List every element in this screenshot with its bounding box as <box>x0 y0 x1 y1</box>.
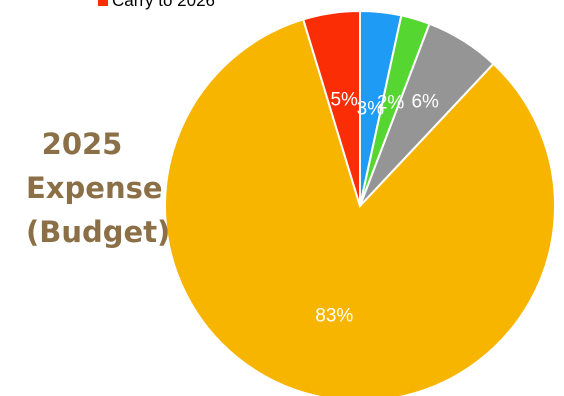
legend: Carry to 2026 <box>98 0 215 11</box>
pie-label-4: 5% <box>330 89 358 110</box>
chart-title-line-2: Expense <box>26 171 163 205</box>
pie-slices <box>164 9 556 396</box>
pie-label-2: 6% <box>411 91 439 112</box>
chart-title-line-1: 2025 <box>41 127 123 161</box>
legend-label-carry: Carry to 2026 <box>112 0 215 10</box>
chart-title-line-3: (Budget) <box>26 215 171 249</box>
pie-slice-4 <box>302 9 361 207</box>
pie-label-0: 3% <box>357 99 385 120</box>
legend-swatch-carry <box>98 0 108 6</box>
pie-label-3: 83% <box>315 306 353 327</box>
pie-label-1: 2% <box>377 93 405 114</box>
pie-labels: 3%2% 6% 83% 5% <box>315 89 439 326</box>
